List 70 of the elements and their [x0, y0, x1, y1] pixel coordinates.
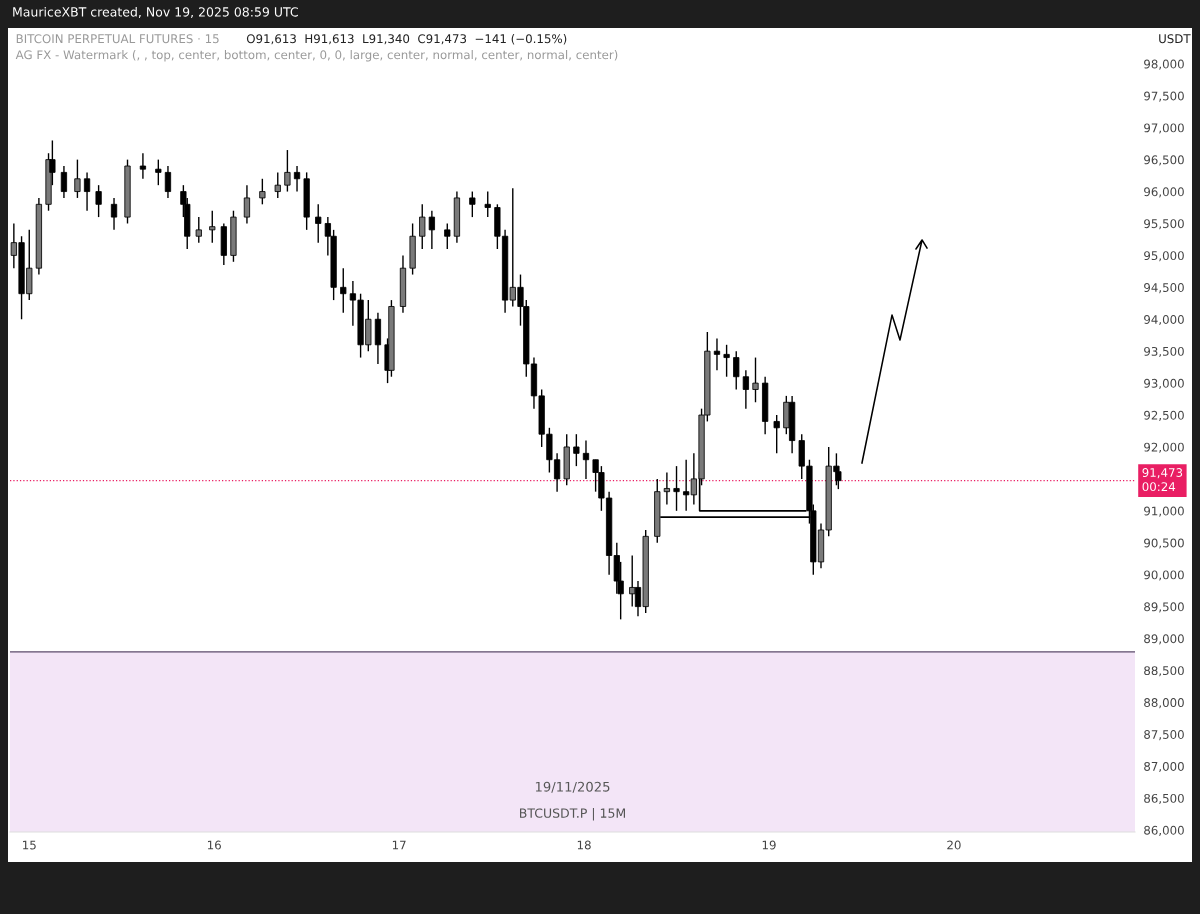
candlestick [663, 471, 671, 506]
chart-title: BITCOIN PERPETUAL FUTURES · 15 [16, 34, 219, 44]
y-tick-label: 94,000 [1144, 314, 1184, 326]
candlestick [428, 210, 435, 250]
y-tick-label: 96,000 [1144, 187, 1184, 198]
y-tick-label: 87,000 [1144, 761, 1184, 773]
y-tick-label: 91,000 [1144, 506, 1184, 517]
candlestick [155, 158, 162, 186]
y-tick-label: 97,500 [1144, 91, 1184, 102]
candlestick [315, 203, 322, 244]
candlestick [209, 210, 216, 244]
y-tick-label: 89,000 [1144, 634, 1184, 645]
candlestick [573, 433, 580, 467]
candlestick [742, 369, 749, 410]
y-tick-label: 87,500 [1144, 730, 1184, 741]
y-tick-label: 90,500 [1144, 538, 1184, 549]
candlestick [95, 184, 102, 218]
candlestick [419, 203, 426, 250]
y-tick-label: 93,000 [1144, 378, 1184, 389]
text: MauriceXBT created, Nov 19, 2025 08:59 UTC [13, 6, 298, 18]
ref-line-label: 91,473 00:24 [1142, 468, 1183, 492]
candlestick [195, 216, 202, 244]
candlestick [243, 184, 251, 225]
candlestick [259, 178, 266, 206]
x-tick-label: 20 [947, 840, 961, 850]
x-tick-label: 16 [207, 840, 221, 850]
candlestick [733, 350, 740, 391]
x-tick-label: 17 [392, 840, 406, 850]
y-tick-label: 94,500 [1144, 283, 1184, 294]
y-tick-label: 98,000 [1144, 59, 1184, 70]
candlestick [284, 149, 291, 193]
y-tick-label: 89,500 [1144, 602, 1184, 613]
candlestick [773, 414, 780, 455]
y-axis-title: USDT [1159, 34, 1191, 44]
candlestick [164, 165, 172, 199]
y-tick-label: 97,000 [1144, 123, 1184, 134]
y-tick-label: 88,500 [1144, 666, 1184, 677]
chart-subtitle: O91,613 H91,613 L91,340 C91,473 −141 (−0.15%) [246, 34, 567, 45]
y-tick-label: 92,500 [1144, 410, 1184, 421]
y-tick-label: 86,000 [1144, 825, 1184, 836]
candlestick [83, 171, 91, 212]
candlestick [469, 190, 476, 218]
candlestick [293, 165, 301, 193]
x-tick-label: 18 [577, 840, 591, 850]
candlestick [444, 222, 451, 250]
candlestick [752, 356, 759, 403]
candlestick [110, 197, 118, 231]
annotation: 19/11/2025 [535, 781, 610, 793]
candlestick [74, 158, 81, 199]
y-tick-label: 95,500 [1144, 219, 1184, 230]
candlestick [340, 267, 347, 314]
x-tick-label: 15 [23, 840, 36, 850]
y-tick-label: 90,000 [1144, 570, 1184, 581]
candlestick [713, 337, 721, 372]
y-tick-label: 96,500 [1144, 155, 1184, 166]
y-tick-label: 93,500 [1144, 346, 1184, 358]
annotation: AG FX - Watermark (, , top, center, bottom, center, 0, 0, large, center, normal, center, normal, center) [15, 50, 618, 62]
candlestick [582, 439, 590, 480]
y-tick-label: 92,000 [1144, 442, 1184, 453]
y-tick-label: 88,000 [1144, 698, 1184, 709]
candlestick [60, 165, 68, 199]
candlestick [274, 171, 281, 199]
y-tick-label: 95,000 [1144, 251, 1184, 262]
candlestick [139, 152, 147, 180]
candlestick [673, 465, 680, 512]
y-tick-label: 86,500 [1144, 793, 1184, 805]
annotation: BTCUSDT.P | 15M [520, 808, 625, 821]
candlestick [484, 190, 491, 218]
x-tick-label: 19 [762, 840, 776, 850]
candlestick [723, 344, 730, 378]
